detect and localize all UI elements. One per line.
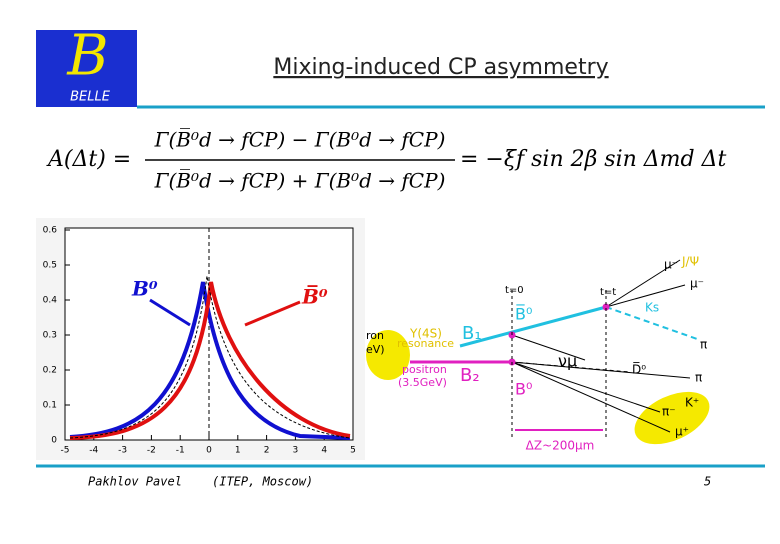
label: π (700, 338, 707, 352)
label: ron (366, 329, 384, 342)
nu-track (511, 334, 586, 361)
x-tick-label: -5 (61, 446, 70, 456)
logo-box (36, 30, 137, 107)
label: π (695, 371, 702, 385)
label: π⁻ (662, 405, 676, 419)
b0-arrow (149, 298, 191, 327)
label: Υ(4S) (409, 327, 442, 341)
x-tick-label: -4 (89, 446, 98, 456)
b0bar-label: B̅⁰ (301, 284, 328, 309)
y-tick-label: 0.2 (43, 366, 57, 376)
label: μ⁻ (690, 277, 704, 291)
mu-track-3 (511, 361, 671, 433)
label: resonance (397, 337, 454, 350)
y-tick-label: 0.6 (43, 226, 58, 236)
y-tick-label: 0 (51, 436, 57, 446)
ideal-curve (69, 275, 351, 439)
footer-author: Pakhlov Pavel (88, 475, 182, 489)
label: D̅⁰ (632, 361, 646, 376)
label: J/Ψ (681, 255, 699, 269)
label: νμ (558, 352, 577, 371)
b0-curve (69, 281, 351, 440)
x-tick-label: -3 (118, 446, 127, 456)
b0bar-curve (69, 281, 351, 440)
label: μ⁻ (664, 258, 678, 272)
b0bar-arrow (244, 300, 301, 327)
logo-name: BELLE (70, 90, 111, 105)
formula-numerator: Γ(B̅⁰d → fCP) − Γ(B⁰d → fCP) (154, 127, 446, 152)
beam-spot (366, 330, 410, 380)
b1-track (459, 305, 607, 348)
decay-blob (634, 391, 710, 445)
y-tick-label: 0.3 (43, 331, 57, 341)
y-tick-label: 0.1 (43, 401, 57, 411)
label: ΔZ~200μm (526, 439, 595, 453)
page-number: 5 (704, 475, 711, 489)
footer-affiliation: (ITEP, Moscow) (212, 475, 313, 489)
label: B₂ (460, 365, 480, 386)
formula-box (36, 115, 720, 210)
label: Ks (645, 301, 659, 315)
mu-track-1 (605, 259, 681, 308)
label: B₁ (462, 323, 482, 344)
label: B⁰ (515, 380, 532, 399)
label: positron (402, 363, 447, 376)
x-tick-label: 3 (293, 446, 299, 456)
x-tick-label: 2 (264, 446, 270, 456)
pi-track (511, 361, 691, 379)
b0-label: B⁰ (131, 277, 158, 301)
label: B̅⁰ (515, 305, 532, 324)
label: t=t (600, 287, 616, 298)
label: eV) (366, 343, 385, 356)
y-tick-label: 0.5 (43, 261, 57, 271)
formula-lhs: A(Δt) = (46, 147, 131, 172)
x-tick-label: 0 (206, 446, 212, 456)
slide-title: Mixing-induced CP asymmetry (273, 55, 608, 80)
y-tick-label: 0.4 (43, 296, 58, 306)
label: t=0 (505, 285, 524, 296)
x-tick-label: 5 (350, 446, 356, 456)
mu-track-2 (605, 284, 686, 308)
x-tick-label: -1 (176, 446, 185, 456)
diagram-labels: J/Ψ μ⁻ μ⁻ t=0 t=t B̅⁰ Ks Υ(4S) resonance… (366, 255, 707, 453)
vertex-3 (602, 303, 610, 311)
x-tick-label: 4 (321, 446, 327, 456)
pi-track-2 (511, 361, 661, 413)
x-tick-label: -2 (147, 446, 156, 456)
formula-rhs: = −ξf sin 2β sin Δmd Δt (460, 147, 727, 172)
label: K⁺ (685, 396, 699, 410)
ks-track (605, 306, 701, 341)
plot-ticks: 0 0.1 0.2 0.3 0.4 0.5 0.6 -5 -4 -3 -2 -1 0 1 2 3 4 5 (43, 226, 356, 456)
formula-denominator: Γ(B̅⁰d → fCP) + Γ(B⁰d → fCP) (154, 168, 446, 193)
label: μ⁺ (675, 425, 689, 439)
logo-letter: B (66, 24, 108, 89)
label: (3.5GeV) (398, 376, 447, 389)
x-tick-label: 1 (235, 446, 241, 456)
